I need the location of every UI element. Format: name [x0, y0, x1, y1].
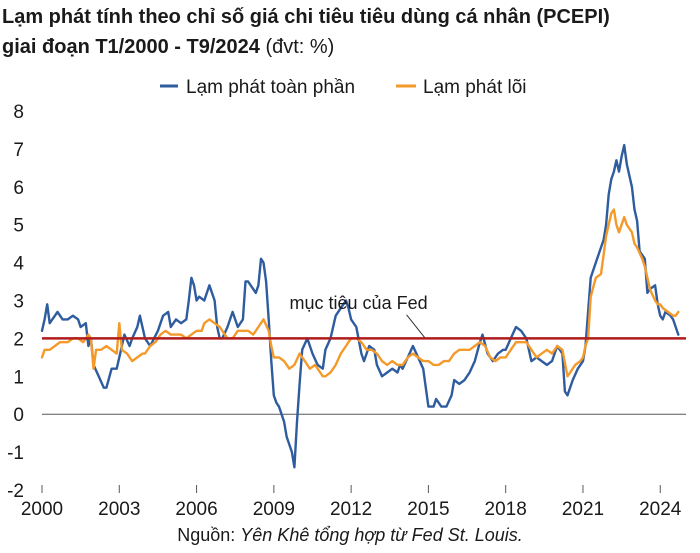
y-tick-label: 0: [13, 405, 24, 426]
x-tick-label: 2012: [330, 499, 372, 520]
x-tick-label: 2015: [407, 499, 449, 520]
title-period: giai đoạn T1/2000 - T9/2024: [2, 36, 260, 58]
y-tick-label: 3: [13, 292, 24, 313]
legend-core-label: Lạm phát lõi: [423, 77, 527, 98]
y-tick-label: 2: [13, 329, 24, 350]
y-tick-label: 8: [13, 102, 24, 123]
core-inflation-line: [40, 208, 680, 378]
chart-title: Lạm phát tính theo chỉ số giá chi tiêu t…: [2, 2, 698, 62]
x-tick-label: 2000: [21, 499, 63, 520]
headline-inflation-line: [40, 143, 680, 469]
y-tick-label: 7: [13, 140, 24, 161]
y-tick-label: 1: [13, 367, 24, 388]
source-text: Yên Khê tổng hợp từ Fed St. Louis.: [240, 525, 523, 545]
y-tick-label: 6: [13, 178, 24, 199]
y-tick-label: 4: [13, 254, 24, 275]
x-tick-label: 2024: [639, 499, 682, 520]
x-tick-label: 2018: [485, 499, 527, 520]
x-tick-label: 2021: [562, 499, 604, 520]
x-tick-label: 2009: [253, 499, 295, 520]
y-tick-label: -2: [7, 481, 24, 502]
title-line-2: giai đoạn T1/2000 - T9/2024 (đvt: %): [2, 32, 698, 62]
annotation-leader-line: [406, 314, 425, 338]
x-tick-label: 2003: [98, 499, 140, 520]
title-unit: (đvt: %): [259, 36, 335, 58]
title-line-1: Lạm phát tính theo chỉ số giá chi tiêu t…: [2, 6, 610, 28]
x-tick-label: 2006: [175, 499, 217, 520]
legend-headline-label: Lạm phát toàn phần: [186, 77, 355, 98]
source-note: Nguồn: Yên Khê tổng hợp từ Fed St. Louis…: [0, 522, 700, 548]
y-tick-label: -1: [7, 443, 24, 464]
fed-target-annotation: mục tiêu của Fed: [290, 293, 428, 313]
source-prefix: Nguồn:: [177, 525, 241, 545]
y-tick-label: 5: [13, 216, 24, 237]
